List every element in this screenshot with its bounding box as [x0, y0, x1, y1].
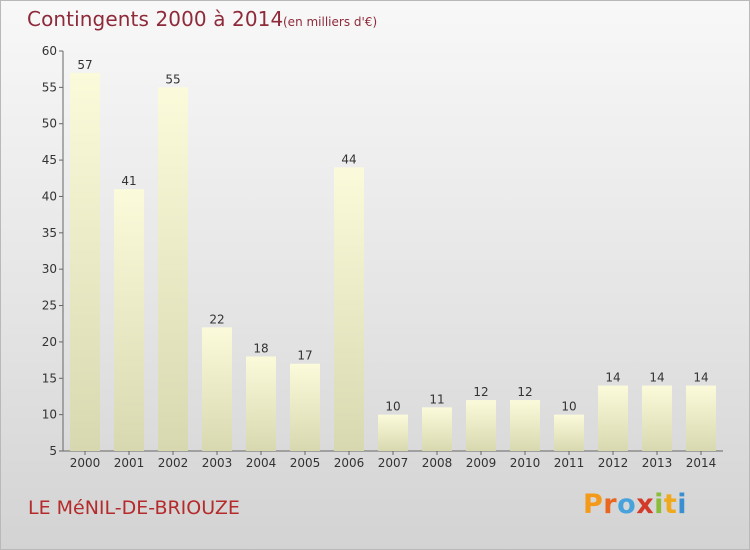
x-tick-label-2008: 2008: [422, 456, 453, 470]
bar-2000: [70, 72, 100, 452]
value-label-2006: 44: [341, 152, 356, 166]
bar-2003: [202, 327, 232, 451]
value-label-2008: 11: [429, 392, 444, 406]
y-tick-label: 50: [42, 117, 57, 131]
x-tick-label-2004: 2004: [246, 456, 277, 470]
y-tick-label: 15: [42, 371, 57, 385]
bar-2004: [246, 356, 276, 451]
value-label-2007: 10: [385, 400, 400, 414]
chart-title: Contingents 2000 à 2014: [27, 7, 284, 31]
proxiti-logo: Proxiti: [583, 489, 687, 520]
y-tick-label: 30: [42, 262, 57, 276]
y-tick-label: 20: [42, 335, 57, 349]
bar-2005: [290, 363, 320, 451]
value-label-2010: 12: [517, 385, 532, 399]
value-label-2002: 55: [165, 72, 180, 86]
logo-letter: o: [617, 489, 637, 520]
bar-2008: [422, 407, 452, 451]
place-name: LE MéNIL-DE-BRIOUZE: [28, 497, 240, 519]
x-tick-label-2003: 2003: [202, 456, 233, 470]
bar-2001: [114, 189, 144, 451]
value-label-2012: 14: [605, 371, 620, 385]
y-tick-label: 40: [42, 189, 57, 203]
x-tick-label-2002: 2002: [158, 456, 189, 470]
y-tick-label: 10: [42, 408, 57, 422]
value-label-2004: 18: [253, 341, 268, 355]
bar-2011: [554, 414, 584, 451]
value-label-2001: 41: [121, 174, 136, 188]
logo-letter: t: [663, 489, 678, 520]
value-label-2013: 14: [649, 371, 664, 385]
bar-2012: [598, 385, 628, 451]
x-tick-label-2000: 2000: [70, 456, 101, 470]
logo-letter: i: [654, 489, 664, 520]
chart-subtitle: (en milliers d'€): [283, 15, 378, 29]
logo-letter: x: [636, 489, 655, 520]
bar-2006: [334, 167, 364, 451]
x-tick-label-2013: 2013: [642, 456, 673, 470]
logo-letter: r: [603, 489, 618, 520]
x-tick-label-2001: 2001: [114, 456, 145, 470]
bar-2013: [642, 385, 672, 451]
axes: 5 10 15 20 25 30 35 40 45 50 55 60 2000 2001 2002 2003 2…: [42, 44, 723, 470]
y-tick-label: 5: [49, 444, 57, 458]
x-tick-label-2009: 2009: [466, 456, 497, 470]
bar-2009: [466, 400, 496, 451]
value-labels: 57 41 55 22 18 17 44 10 11 12 12 10 14 14 14: [77, 58, 708, 414]
logo-letter: P: [583, 489, 604, 520]
bar-2010: [510, 400, 540, 451]
bar-2014: [686, 385, 716, 451]
x-tick-label-2005: 2005: [290, 456, 321, 470]
bar-2002: [158, 87, 188, 451]
y-tick-label: 55: [42, 80, 57, 94]
value-label-2009: 12: [473, 385, 488, 399]
value-label-2000: 57: [77, 58, 92, 72]
x-tick-label-2007: 2007: [378, 456, 409, 470]
x-tick-label-2014: 2014: [686, 456, 717, 470]
logo-letter: i: [677, 489, 688, 520]
y-tick-label: 60: [42, 44, 57, 58]
value-label-2014: 14: [693, 371, 708, 385]
bars: [70, 72, 716, 452]
bar-2007: [378, 414, 408, 451]
x-tick-label-2011: 2011: [554, 456, 585, 470]
y-tick-label: 25: [42, 299, 57, 313]
y-tick-label: 45: [42, 153, 57, 167]
y-tick-label: 35: [42, 226, 57, 240]
x-tick-label-2012: 2012: [598, 456, 629, 470]
value-label-2005: 17: [297, 349, 312, 363]
x-tick-label-2006: 2006: [334, 456, 365, 470]
value-label-2011: 10: [561, 400, 576, 414]
x-tick-label-2010: 2010: [510, 456, 541, 470]
value-label-2003: 22: [209, 312, 224, 326]
